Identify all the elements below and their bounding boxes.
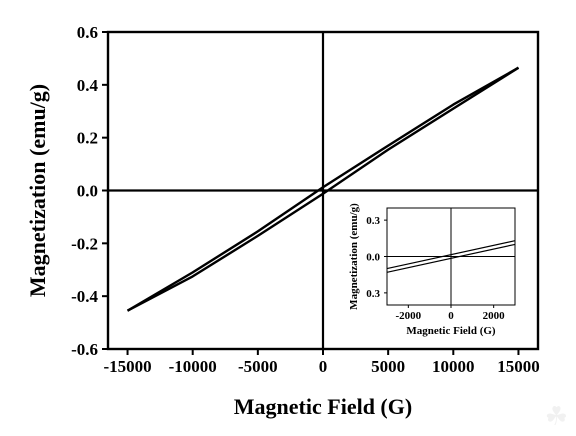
y-tick-label: 0.6 — [77, 23, 98, 42]
x-tick-label: -10000 — [169, 357, 217, 376]
inset-y-tick-label: 0.0 — [366, 252, 380, 264]
inset-x-tick-label: 2000 — [483, 310, 506, 322]
main-plot: -15000 -10000 -5000 0 5000 10000 15000 -0.6 -0.4… — [25, 23, 540, 419]
x-axis-title: Magnetic Field (G) — [234, 394, 412, 419]
y-tick-label: -0.6 — [71, 340, 98, 359]
x-tick-label: -5000 — [238, 357, 278, 376]
inset-x-axis-title: Magnetic Field (G) — [406, 325, 496, 337]
y-tick-label: 0.4 — [77, 76, 99, 95]
x-tick-label: 15000 — [497, 357, 540, 376]
y-tick-label: 0.0 — [77, 182, 98, 201]
inset-plot: -2000 0 2000 0.3 0.0 0.3 Magnetic Field (G) Mag… — [348, 203, 516, 337]
y-tick-label: -0.2 — [71, 234, 98, 253]
inset-y-tick-label: 0.3 — [366, 215, 380, 227]
x-tick-label: 5000 — [371, 357, 405, 376]
inset-y-tick-label: 0.3 — [366, 288, 380, 300]
inset-y-axis-title: Magnetization (emu/g) — [348, 203, 360, 310]
x-tick-label: -15000 — [103, 357, 151, 376]
watermark-glyph: ☘ — [544, 402, 568, 432]
inset-x-tick-label: -2000 — [395, 310, 421, 322]
x-tick-label: 0 — [319, 357, 328, 376]
series-line-2 — [126, 66, 520, 312]
inset-x-tick-label: 0 — [448, 310, 454, 322]
x-tick-label: 10000 — [432, 357, 475, 376]
y-tick-label: -0.4 — [71, 287, 98, 306]
inset-series-line-1 — [386, 240, 516, 270]
y-axis-title: Magnetization (emu/g) — [25, 84, 50, 297]
y-tick-label: 0.2 — [77, 129, 98, 148]
inset-series-line-2 — [386, 243, 516, 273]
series-line-1 — [126, 66, 520, 312]
